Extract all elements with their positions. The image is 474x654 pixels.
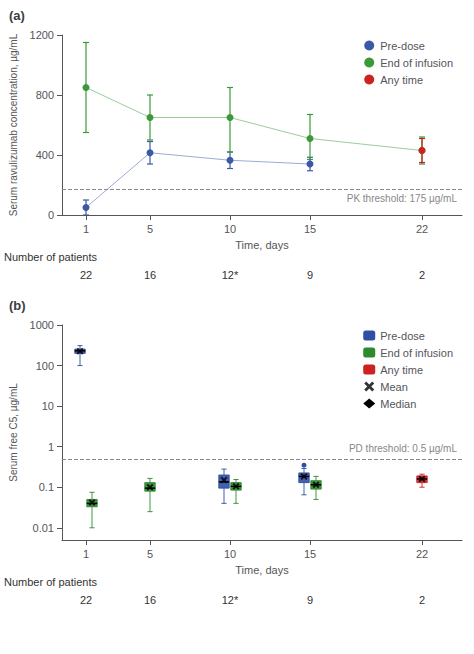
svg-text:9: 9	[307, 594, 313, 606]
svg-text:Median: Median	[380, 398, 416, 410]
svg-text:Number of patients: Number of patients	[4, 251, 97, 263]
svg-text:PD threshold: 0.5 µg/mL: PD threshold: 0.5 µg/mL	[349, 443, 457, 454]
svg-text:22: 22	[80, 594, 92, 606]
svg-text:0: 0	[48, 209, 54, 221]
svg-text:5: 5	[147, 223, 153, 235]
svg-text:16: 16	[144, 594, 156, 606]
svg-text:1200: 1200	[30, 29, 54, 41]
svg-text:12*: 12*	[222, 594, 239, 606]
svg-text:9: 9	[307, 269, 313, 281]
svg-text:22: 22	[80, 269, 92, 281]
svg-text:Pre-dose: Pre-dose	[380, 40, 425, 52]
svg-text:15: 15	[304, 223, 316, 235]
svg-text:2: 2	[419, 594, 425, 606]
svg-text:Any time: Any time	[380, 364, 423, 376]
svg-text:10: 10	[224, 223, 236, 235]
svg-text:0.01: 0.01	[33, 522, 54, 534]
svg-text:End of infusion: End of infusion	[380, 347, 453, 359]
svg-text:1: 1	[83, 548, 89, 560]
svg-text:16: 16	[144, 269, 156, 281]
svg-text:Time, days: Time, days	[235, 564, 289, 576]
svg-text:Serum ravulizumab concentratio: Serum ravulizumab concentration, µg/mL	[8, 33, 19, 216]
svg-text:Mean: Mean	[380, 381, 408, 393]
svg-text:PK threshold: 175 µg/mL: PK threshold: 175 µg/mL	[347, 193, 458, 204]
svg-text:1: 1	[83, 223, 89, 235]
svg-text:100: 100	[36, 360, 54, 372]
svg-text:Number of patients: Number of patients	[4, 576, 97, 588]
svg-text:Any time: Any time	[380, 74, 423, 86]
svg-text:2: 2	[419, 269, 425, 281]
svg-text:400: 400	[36, 149, 54, 161]
svg-text:Serum free C5, µg/mL: Serum free C5, µg/mL	[8, 383, 19, 482]
svg-text:15: 15	[304, 548, 316, 560]
svg-text:End of infusion: End of infusion	[380, 57, 453, 69]
svg-text:12*: 12*	[222, 269, 239, 281]
svg-text:5: 5	[147, 548, 153, 560]
svg-text:Time, days: Time, days	[235, 239, 289, 251]
svg-text:10: 10	[42, 400, 54, 412]
svg-text:(b): (b)	[9, 298, 26, 313]
svg-text:1000: 1000	[30, 319, 54, 331]
svg-text:22: 22	[416, 223, 428, 235]
svg-text:Pre-dose: Pre-dose	[380, 330, 425, 342]
svg-text:22: 22	[416, 548, 428, 560]
svg-text:0.1: 0.1	[39, 481, 54, 493]
svg-text:1: 1	[48, 441, 54, 453]
svg-text:(a): (a)	[9, 8, 25, 23]
svg-text:10: 10	[224, 548, 236, 560]
svg-text:800: 800	[36, 89, 54, 101]
